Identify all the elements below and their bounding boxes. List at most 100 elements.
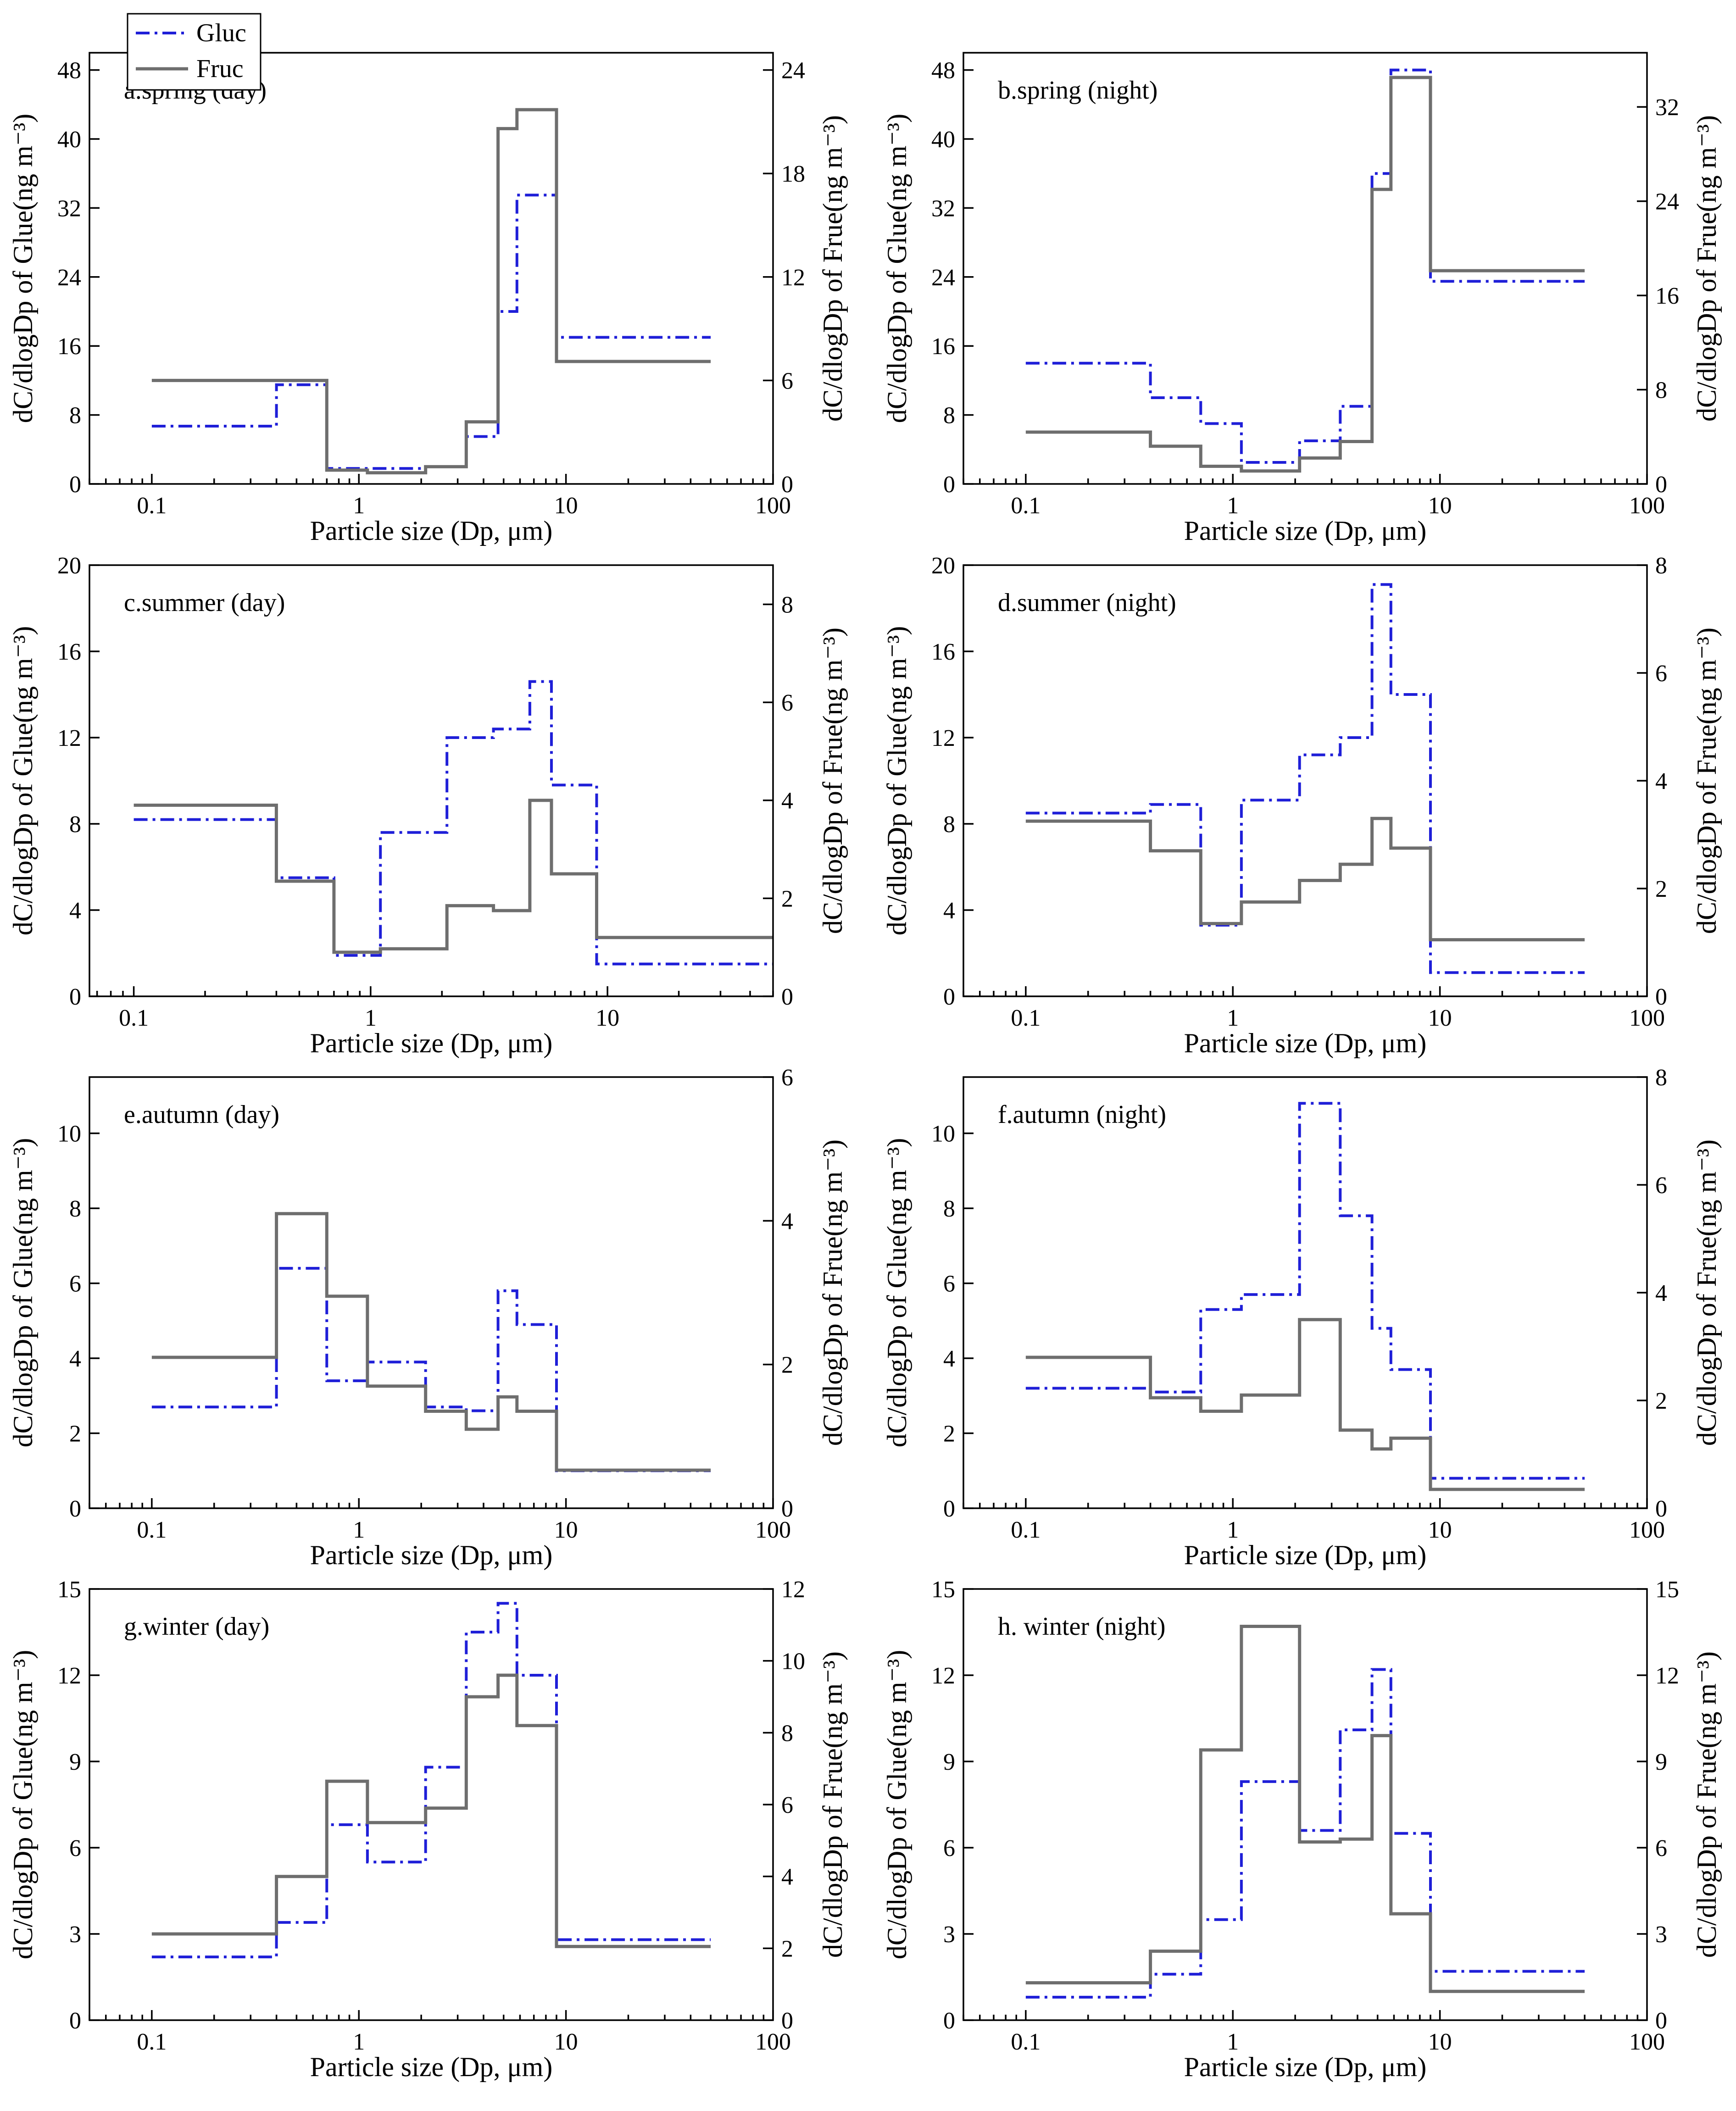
y-left-axis-title: dC/dlogDp of Glue(ng m⁻³)	[882, 626, 912, 936]
y-right-tick-label: 6	[781, 1792, 793, 1818]
x-tick-label: 10	[554, 1517, 578, 1543]
chart-panels: 0.111010008162432404806121824a.spring (d…	[8, 52, 1722, 2082]
y-left-tick-label: 12	[57, 1663, 81, 1689]
y-left-tick-label: 3	[69, 1922, 81, 1948]
x-tick-label: 1	[353, 2029, 365, 2055]
y-right-tick-label: 12	[781, 265, 805, 291]
plot-frame	[89, 1588, 774, 2021]
y-right-tick-label: 8	[1655, 1065, 1667, 1091]
y-left-tick-label: 0	[943, 1496, 955, 1522]
y-left-tick-label: 8	[943, 811, 955, 838]
y-left-tick-label: 0	[69, 2008, 81, 2034]
y-left-tick-label: 16	[931, 639, 955, 665]
y-left-tick-label: 15	[931, 1577, 955, 1603]
y-left-tick-label: 32	[931, 195, 955, 222]
chart-panel: 0.111010008162432404806121824a.spring (d…	[8, 52, 848, 546]
fruc-series-line	[134, 799, 773, 954]
y-left-axis-title: dC/dlogDp of Glue(ng m⁻³)	[882, 114, 912, 423]
x-tick-label: 1	[353, 1517, 365, 1543]
y-left-tick-label: 48	[931, 58, 955, 84]
x-tick-label: 100	[1629, 493, 1665, 519]
plot-frame	[963, 52, 1648, 485]
x-tick-label: 100	[755, 493, 791, 519]
y-right-tick-label: 3	[1655, 1922, 1667, 1948]
y-right-tick-label: 2	[1655, 1388, 1667, 1414]
y-left-tick-label: 24	[57, 265, 81, 291]
y-right-tick-label: 9	[1655, 1749, 1667, 1775]
y-right-tick-label: 0	[781, 2008, 793, 2034]
y-right-axis-title: dC/dlogDp of Frue(ng m⁻³)	[1691, 1651, 1722, 1958]
y-right-tick-label: 12	[1655, 1663, 1679, 1689]
x-tick-label: 10	[1428, 1517, 1452, 1543]
y-right-tick-label: 8	[1655, 378, 1667, 404]
y-left-tick-label: 10	[57, 1121, 81, 1147]
y-left-tick-label: 4	[943, 1346, 955, 1372]
y-right-tick-label: 0	[781, 472, 793, 498]
y-right-tick-label: 8	[1655, 553, 1667, 579]
x-tick-label: 100	[1629, 2029, 1665, 2055]
x-axis-title: Particle size (Dp, μm)	[310, 1028, 553, 1058]
y-left-tick-label: 0	[943, 984, 955, 1010]
y-right-tick-label: 24	[781, 58, 805, 84]
y-right-tick-label: 0	[781, 1496, 793, 1522]
x-tick-label: 10	[1428, 2029, 1452, 2055]
y-left-tick-label: 0	[69, 472, 81, 498]
y-left-tick-label: 0	[69, 984, 81, 1010]
y-left-tick-label: 6	[69, 1835, 81, 1861]
x-tick-label: 100	[1629, 1517, 1665, 1543]
y-right-tick-label: 2	[781, 886, 793, 912]
chart-panel: 0.1 1 10 0 4 8 12 16 20 0 2 4 6 8 c.summer (day) Partic…	[8, 553, 848, 1058]
y-right-tick-label: 6	[781, 368, 793, 394]
plot-frame	[963, 1076, 1648, 1509]
fruc-series-line	[1025, 1625, 1585, 1993]
plot-frame	[89, 1076, 774, 1509]
x-tick-label: 1	[1227, 1005, 1239, 1031]
y-right-axis-title: dC/dlogDp of Frue(ng m⁻³)	[818, 628, 848, 934]
x-tick-label: 1	[1227, 1517, 1239, 1543]
x-tick-label: 1	[365, 1005, 377, 1031]
x-tick-label: 0.1	[1011, 493, 1040, 519]
x-axis-title: Particle size (Dp, μm)	[310, 1540, 553, 1570]
y-left-tick-label: 32	[57, 195, 81, 222]
y-left-tick-label: 8	[69, 403, 81, 429]
x-tick-label: 0.1	[1011, 2029, 1040, 2055]
x-tick-label: 1	[1227, 493, 1239, 519]
y-right-tick-label: 32	[1655, 94, 1679, 121]
y-right-tick-label: 6	[781, 690, 793, 716]
y-right-tick-label: 4	[1655, 768, 1667, 794]
x-axis-title: Particle size (Dp, μm)	[310, 516, 553, 546]
gluc-series-line	[1025, 68, 1585, 464]
plot-frame	[89, 564, 774, 997]
panel-title: h. winter (night)	[998, 1612, 1165, 1641]
y-right-tick-label: 10	[781, 1649, 805, 1675]
x-tick-label: 0.1	[137, 2029, 167, 2055]
y-left-tick-label: 10	[931, 1121, 955, 1147]
x-tick-label: 10	[554, 2029, 578, 2055]
panel-title: b.spring (night)	[998, 76, 1157, 105]
y-right-tick-label: 8	[781, 1720, 793, 1746]
y-left-tick-label: 4	[69, 898, 81, 924]
y-left-tick-label: 4	[69, 1346, 81, 1372]
y-left-tick-label: 40	[931, 127, 955, 153]
y-right-tick-label: 6	[1655, 1835, 1667, 1861]
y-right-tick-label: 2	[781, 1936, 793, 1962]
gluc-series-line	[151, 194, 711, 470]
panel-title: c.summer (day)	[124, 589, 285, 617]
y-right-tick-label: 4	[781, 1208, 793, 1234]
y-left-axis-title: dC/dlogDp of Glue(ng m⁻³)	[8, 1650, 38, 1960]
y-left-tick-label: 4	[943, 898, 955, 924]
fruc-series-line	[1025, 76, 1585, 473]
y-left-tick-label: 16	[57, 639, 81, 665]
x-tick-label: 10	[554, 493, 578, 519]
y-right-tick-label: 16	[1655, 283, 1679, 309]
y-left-tick-label: 0	[943, 2008, 955, 2034]
y-right-axis-title: dC/dlogDp of Frue(ng m⁻³)	[818, 1651, 848, 1958]
x-tick-label: 10	[595, 1005, 619, 1031]
y-left-tick-label: 0	[69, 1496, 81, 1522]
y-left-tick-label: 16	[57, 333, 81, 360]
y-left-tick-label: 3	[943, 1922, 955, 1948]
